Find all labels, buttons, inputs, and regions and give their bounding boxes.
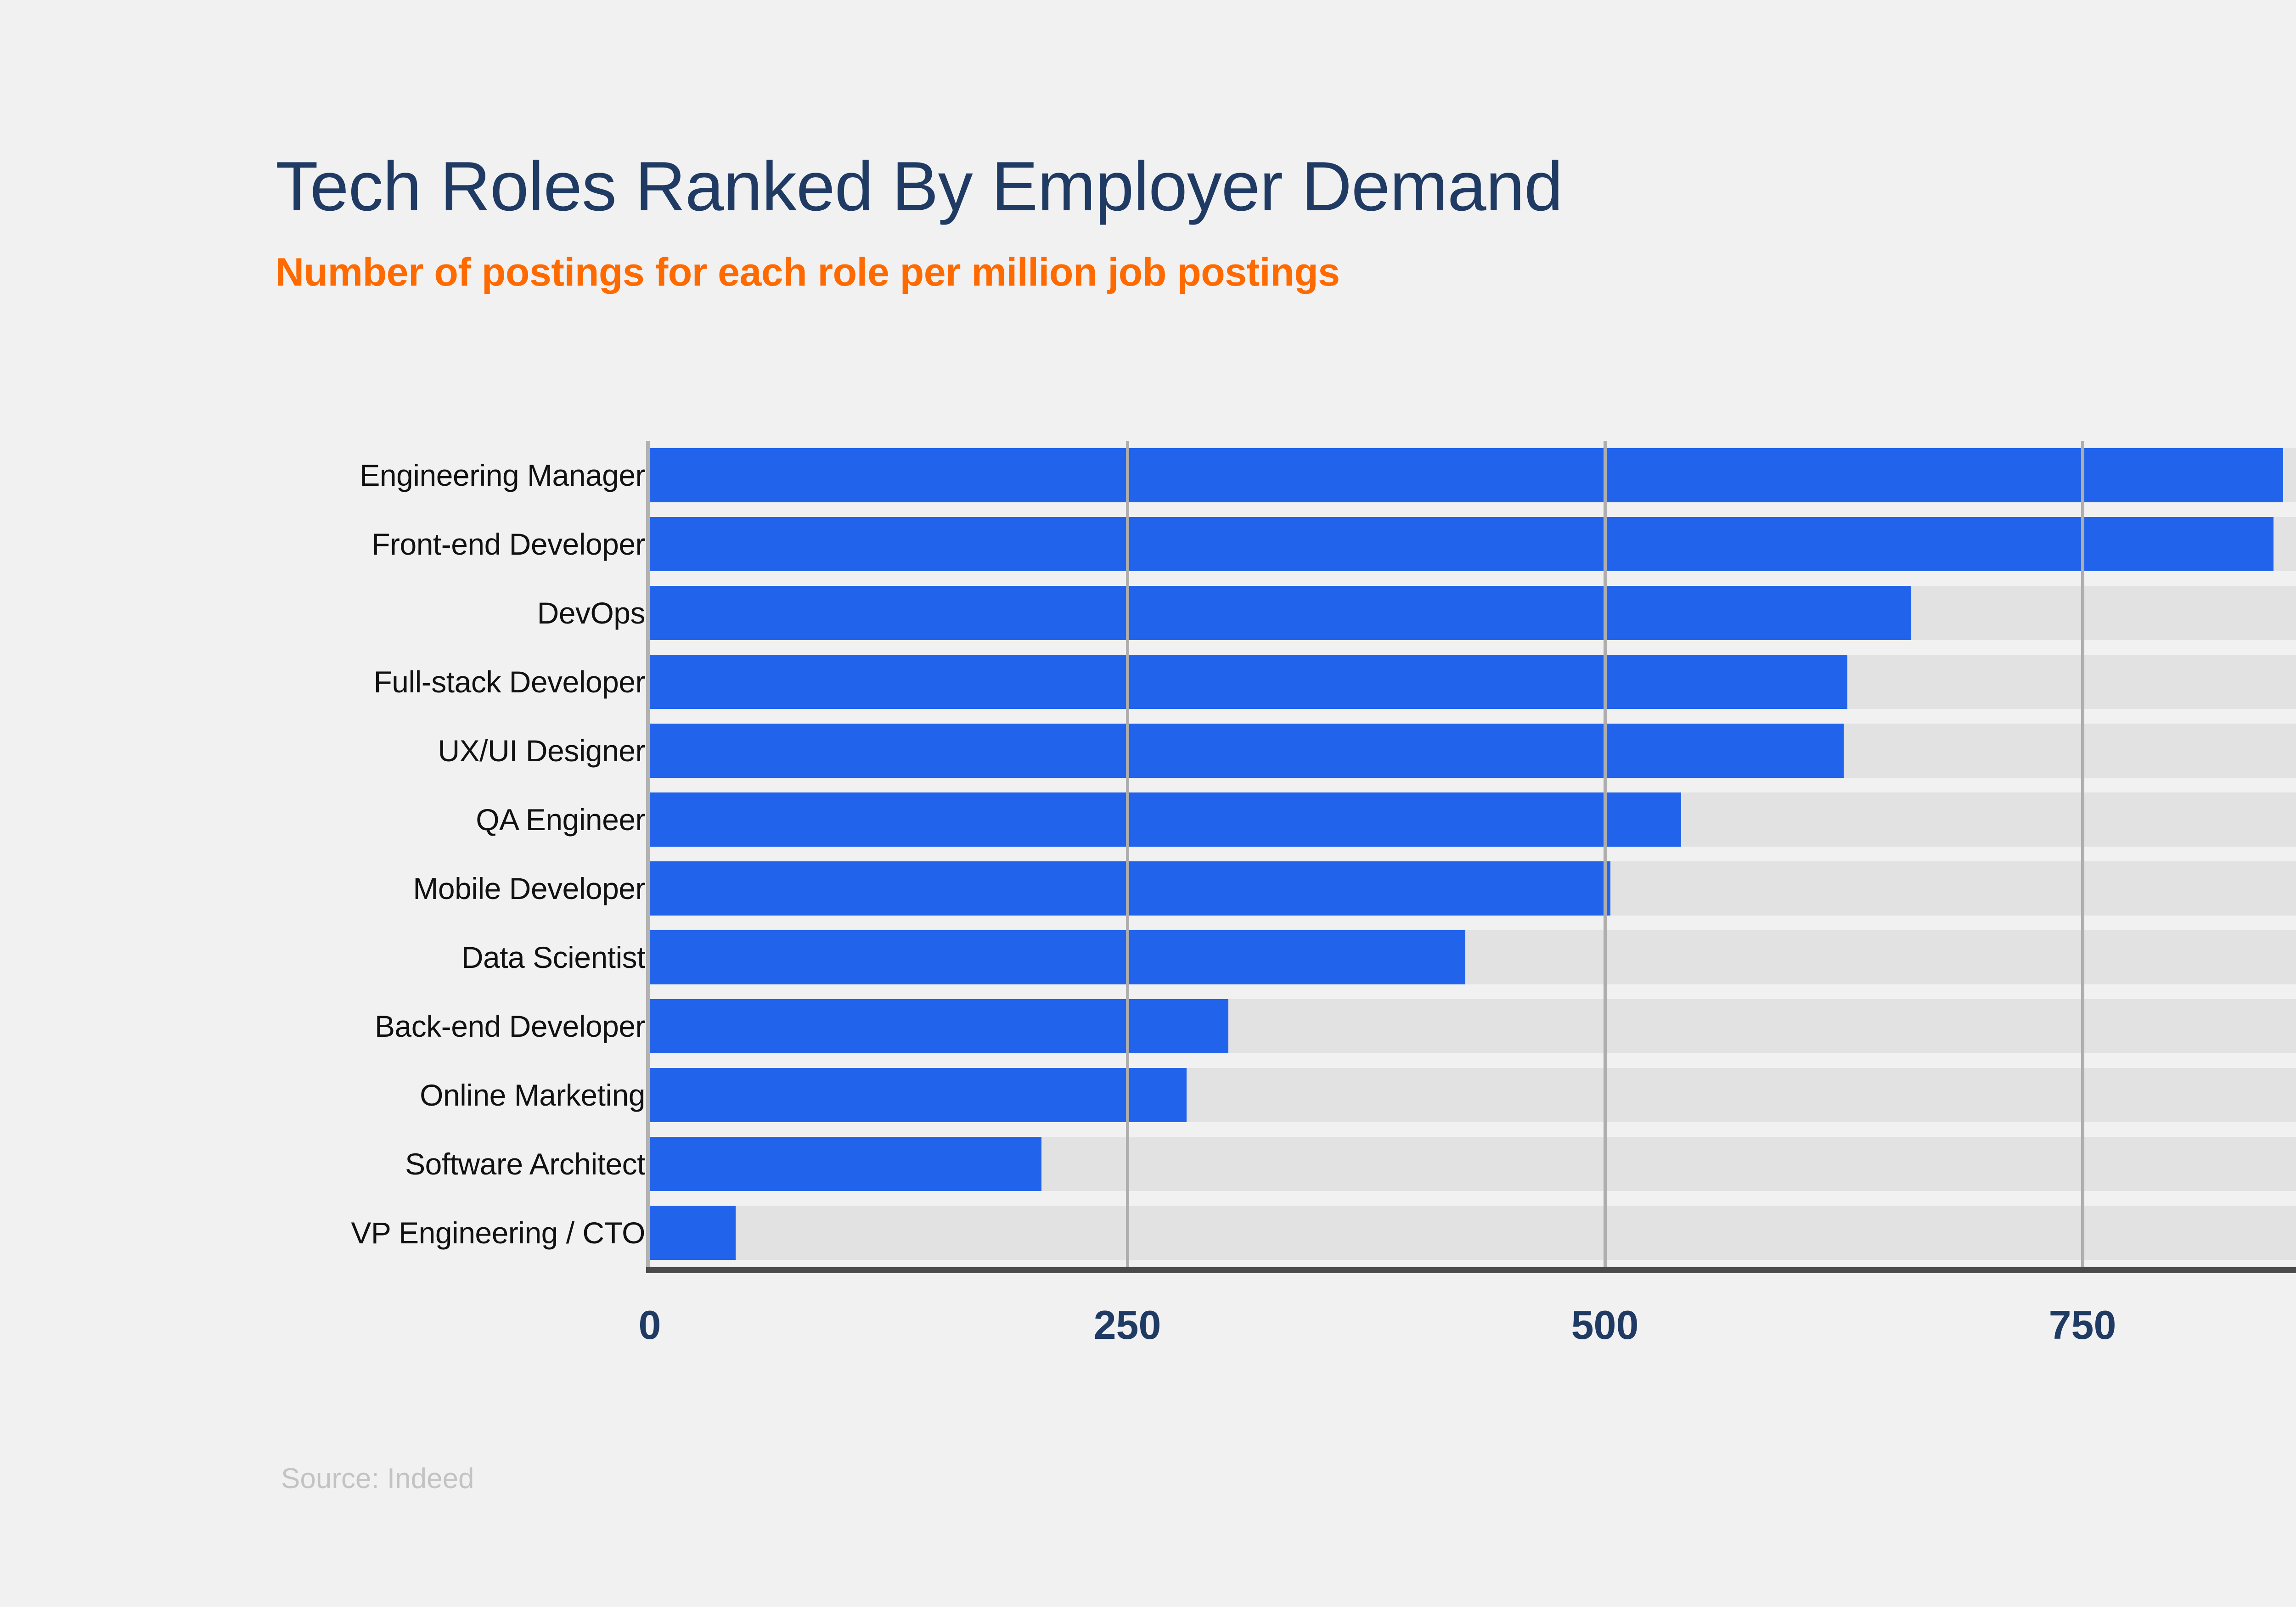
x-tick-label: 750	[2048, 1302, 2116, 1348]
category-label: UX/UI Designer	[438, 734, 646, 768]
category-label: DevOps	[537, 596, 646, 630]
x-tick-label: 0	[638, 1302, 661, 1348]
gridline	[1604, 441, 1607, 1267]
gridline	[2081, 441, 2084, 1267]
category-label: Engineering Manager	[360, 458, 645, 492]
category-label: Software Architect	[405, 1147, 645, 1181]
bar	[650, 1206, 736, 1260]
category-label: Mobile Developer	[413, 871, 645, 905]
bar	[650, 792, 1682, 847]
category-label: Online Marketing	[420, 1078, 645, 1112]
bar	[650, 1068, 1187, 1122]
bar	[650, 861, 1611, 916]
page-title: Tech Roles Ranked By Employer Demand	[276, 147, 1563, 225]
x-tick-label: 250	[1093, 1302, 1161, 1348]
bar	[650, 655, 1848, 709]
category-axis-labels: Engineering Manager Front-end Developer De…	[257, 441, 645, 1267]
category-label: QA Engineer	[476, 803, 645, 837]
source-note: Source: Indeed	[281, 1463, 474, 1495]
category-label: Front-end Developer	[371, 527, 645, 561]
bar	[650, 1137, 1041, 1191]
bar	[650, 586, 1911, 640]
bar	[650, 448, 2283, 502]
value-axis-labels: 02505007501000	[639, 1302, 2296, 1375]
bar	[650, 724, 1844, 778]
category-label: Back-end Developer	[375, 1009, 646, 1043]
plot-area	[646, 441, 2296, 1273]
bar-chart: Engineering Manager Front-end Developer De…	[0, 441, 2296, 1295]
chart-header: Tech Roles Ranked By Employer Demand Num…	[276, 152, 2296, 295]
category-label: Data Scientist	[461, 940, 646, 974]
bar	[650, 999, 1229, 1053]
category-label: VP Engineering / CTO	[351, 1216, 645, 1250]
x-axis-line	[646, 1267, 2296, 1273]
bar	[650, 517, 2273, 571]
x-tick-label: 500	[1571, 1302, 1639, 1348]
bar	[650, 930, 1466, 984]
bar-track	[650, 1206, 2296, 1260]
gridline	[1126, 441, 1129, 1267]
category-label: Full-stack Developer	[373, 665, 645, 699]
chart-subtitle: Number of postings for each role per mil…	[276, 250, 1340, 294]
y-axis-line	[646, 441, 650, 1267]
